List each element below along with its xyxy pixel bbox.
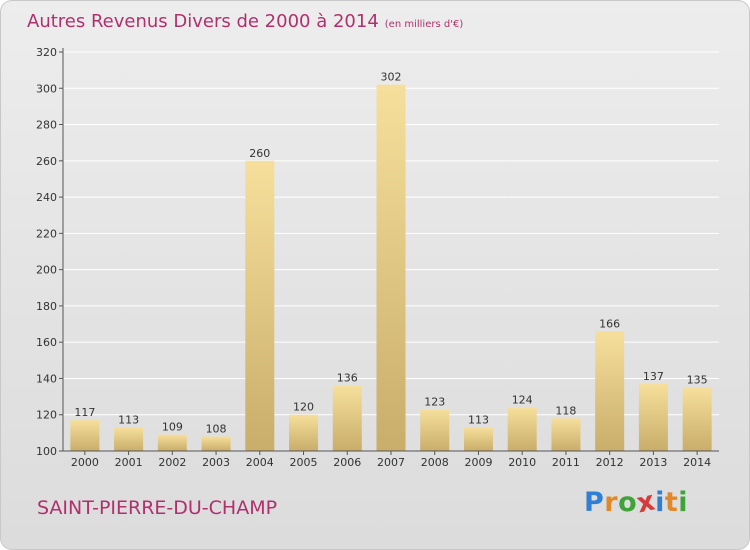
x-tick-label-2003: 2003: [202, 456, 230, 469]
value-label-2010: 124: [512, 393, 533, 406]
x-tick-label-2004: 2004: [246, 456, 274, 469]
bar-layer: [70, 84, 712, 452]
y-tick-label: 160: [36, 336, 57, 349]
x-tick-label-2002: 2002: [158, 456, 186, 469]
value-label-2001: 113: [118, 413, 139, 426]
value-label-2005: 120: [293, 401, 314, 414]
y-tick-label: 200: [36, 264, 57, 277]
bar-2014: [682, 387, 712, 451]
x-tick-label-2000: 2000: [71, 456, 99, 469]
brand-logo[interactable]: Proxiti: [584, 485, 689, 519]
value-label-2013: 137: [643, 370, 664, 383]
commune-name: SAINT-PIERRE-DU-CHAMP: [37, 497, 278, 519]
bar-2007: [376, 84, 406, 452]
y-tick-label: 220: [36, 227, 57, 240]
x-tick-label-2001: 2001: [115, 456, 143, 469]
value-label-2000: 117: [74, 406, 95, 419]
y-tick-label: 320: [36, 46, 57, 59]
bar-2013: [638, 383, 668, 451]
bar-2012: [595, 331, 625, 451]
x-tick-label-2011: 2011: [552, 456, 580, 469]
brand-letter: r: [604, 487, 619, 518]
bar-2004: [245, 160, 275, 451]
bar-2009: [463, 427, 493, 451]
x-tick-label-2005: 2005: [290, 456, 318, 469]
value-label-2012: 166: [599, 317, 620, 330]
value-label-2014: 135: [687, 374, 708, 387]
y-tick-label: 300: [36, 82, 57, 95]
x-tick-label-2013: 2013: [639, 456, 667, 469]
brand-letter: t: [664, 487, 679, 518]
brand-letter: P: [584, 487, 605, 518]
chart-title: Autres Revenus Divers de 2000 à 2014 (en …: [27, 11, 463, 32]
y-tick-label: 260: [36, 155, 57, 168]
label-layer: 117 2000 113 2001 109 2002 108 2003 260 2004 120 20…: [71, 71, 711, 469]
bar-2008: [420, 409, 450, 451]
bar-2011: [551, 418, 581, 451]
value-label-2002: 109: [162, 421, 183, 434]
bar-2003: [201, 436, 231, 451]
x-tick-label-2012: 2012: [596, 456, 624, 469]
value-label-2011: 118: [555, 404, 576, 417]
bar-2002: [157, 434, 187, 451]
bar-2010: [507, 407, 537, 451]
bar-2006: [332, 385, 362, 451]
value-label-2008: 123: [424, 395, 445, 408]
x-tick-label-2014: 2014: [683, 456, 711, 469]
axis-layer: 100 120 140 160 180 200 220 240 260 280 300 320: [36, 46, 719, 458]
x-tick-label-2009: 2009: [464, 456, 492, 469]
value-label-2009: 113: [468, 413, 489, 426]
y-tick-label: 140: [36, 372, 57, 385]
brand-letter: i: [678, 487, 689, 518]
brand-letter: o: [618, 487, 638, 518]
chart-title-text: Autres Revenus Divers de 2000 à 2014: [27, 11, 379, 32]
bar-2000: [70, 420, 100, 451]
y-tick-label: 240: [36, 191, 57, 204]
value-label-2006: 136: [337, 372, 358, 385]
value-label-2004: 260: [249, 147, 270, 160]
bar-2001: [114, 427, 144, 451]
y-tick-label: 280: [36, 119, 57, 132]
x-tick-label-2010: 2010: [508, 456, 536, 469]
x-tick-label-2008: 2008: [421, 456, 449, 469]
value-label-2007: 302: [381, 71, 402, 84]
value-label-2003: 108: [206, 422, 227, 435]
y-tick-label: 120: [36, 409, 57, 422]
x-tick-label-2007: 2007: [377, 456, 405, 469]
y-tick-label: 180: [36, 300, 57, 313]
bar-2005: [289, 414, 319, 451]
brand-letter: i: [655, 487, 665, 518]
y-tick-label: 100: [36, 445, 57, 458]
x-tick-label-2006: 2006: [333, 456, 361, 469]
chart-subtitle: (en milliers d'€): [384, 19, 464, 30]
